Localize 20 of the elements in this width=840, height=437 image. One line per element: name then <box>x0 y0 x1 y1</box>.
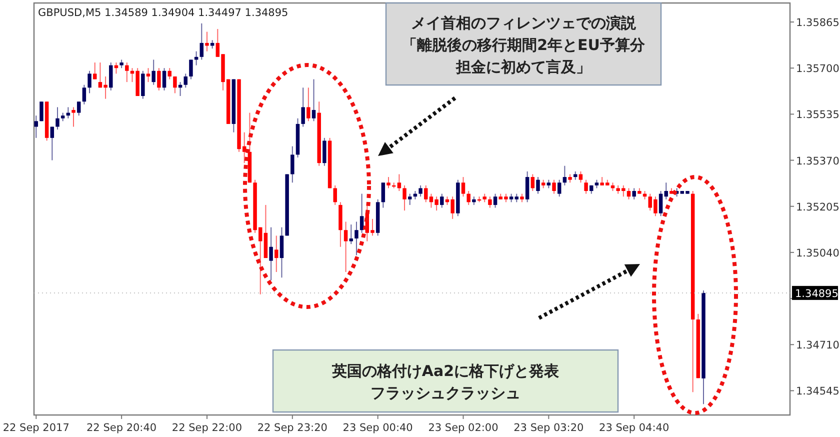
ref-line-label: 1.34895 <box>795 288 838 300</box>
x-tick-label: 22 Sep 2017 <box>2 422 70 434</box>
x-tick-label: 22 Sep 20:40 <box>86 422 157 434</box>
x-tick-label: 22 Sep 22:00 <box>172 422 242 434</box>
y-tick-label: 1.35370 <box>796 155 840 168</box>
y-tick-label: 1.35040 <box>796 247 840 260</box>
chart-title: GBPUSD,M5 1.34589 1.34904 1.34497 1.34895 <box>38 7 288 19</box>
x-tick-label: 23 Sep 00:40 <box>342 422 413 434</box>
x-tick-label: 23 Sep 04:40 <box>599 422 670 434</box>
y-tick-label: 1.35205 <box>796 201 840 214</box>
x-tick-label: 22 Sep 23:20 <box>257 422 328 434</box>
y-tick-label: 1.34545 <box>796 386 840 398</box>
annotation: 英国の格付けAa2に格下げと発表フラッシュクラッシュ <box>330 362 560 402</box>
y-tick-label: 1.35865 <box>796 16 840 29</box>
annotation: メイ首相のフィレンツェでの演説「離脱後の移行期間2年とEU予算分担金に初めて言及」 <box>402 14 646 76</box>
y-tick-label: 1.35700 <box>796 63 840 76</box>
x-tick-label: 23 Sep 02:00 <box>428 422 498 434</box>
x-tick-label: 23 Sep 03:20 <box>514 422 584 434</box>
y-tick-label: 1.35535 <box>796 109 840 122</box>
y-tick-label: 1.34710 <box>796 340 840 352</box>
